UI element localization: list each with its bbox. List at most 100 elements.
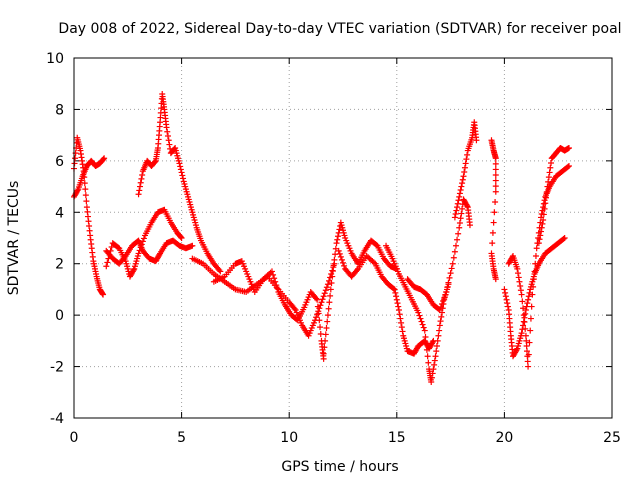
- data-point: [322, 287, 329, 294]
- y-tick-label: 4: [55, 205, 64, 221]
- data-point: [274, 285, 281, 292]
- data-point: [329, 268, 336, 274]
- data-point: [452, 211, 459, 217]
- data-point: [454, 236, 461, 243]
- data-point: [438, 301, 445, 307]
- data-point: [166, 141, 173, 148]
- chart-title: Day 008 of 2022, Sidereal Day-to-day VTE…: [58, 21, 621, 37]
- data-point: [560, 235, 567, 242]
- data-point: [523, 343, 530, 349]
- y-tick-label: -4: [50, 411, 64, 427]
- data-point: [492, 172, 499, 178]
- data-point: [453, 207, 460, 214]
- data-point: [317, 331, 324, 337]
- data-point: [428, 374, 435, 381]
- data-point: [103, 263, 110, 270]
- data-point: [464, 151, 471, 158]
- data-point: [436, 327, 443, 334]
- x-tick-label: 0: [70, 430, 79, 446]
- data-point: [492, 188, 499, 195]
- data-point: [434, 337, 441, 344]
- data-point: [532, 260, 539, 267]
- data-point: [538, 224, 545, 231]
- data-point: [501, 286, 508, 293]
- data-point: [334, 233, 341, 240]
- data-point: [270, 271, 277, 278]
- data-point: [524, 358, 531, 365]
- data-point: [137, 244, 144, 251]
- data-point: [136, 187, 143, 194]
- data-point: [502, 289, 509, 296]
- data-point: [425, 359, 432, 366]
- data-point: [541, 205, 548, 212]
- data-point: [523, 337, 530, 344]
- data-point: [525, 296, 532, 303]
- data-point: [531, 268, 538, 275]
- data-point: [83, 198, 90, 205]
- data-point: [393, 293, 400, 300]
- data-point: [82, 186, 89, 193]
- data-point: [105, 255, 112, 262]
- data-point: [268, 268, 275, 275]
- data-point: [535, 240, 542, 247]
- data-point: [334, 236, 341, 243]
- data-point: [314, 303, 321, 310]
- data-point: [456, 224, 463, 231]
- data-point: [525, 351, 532, 358]
- data-point: [526, 339, 533, 346]
- data-points: [71, 91, 572, 385]
- data-point: [417, 315, 424, 322]
- data-point: [337, 253, 344, 260]
- data-point: [177, 163, 184, 170]
- data-point: [331, 256, 338, 263]
- series-track-k: [404, 196, 473, 313]
- data-point: [326, 299, 333, 306]
- data-point: [515, 270, 522, 277]
- data-point: [491, 209, 498, 216]
- data-point: [520, 305, 527, 312]
- data-point: [335, 229, 342, 236]
- data-point: [443, 289, 450, 295]
- y-tick-label: -2: [50, 360, 64, 376]
- data-point: [459, 205, 466, 212]
- data-point: [74, 187, 81, 194]
- data-point: [164, 133, 171, 139]
- data-point: [324, 281, 331, 288]
- data-point: [431, 357, 438, 364]
- data-point: [341, 262, 348, 269]
- data-point: [416, 312, 423, 319]
- data-point: [418, 318, 425, 325]
- data-point: [461, 169, 468, 175]
- data-point: [314, 296, 321, 303]
- data-point: [437, 318, 444, 325]
- data-point: [433, 348, 440, 355]
- data-point: [321, 290, 328, 297]
- data-point: [436, 307, 443, 313]
- data-point: [450, 254, 457, 261]
- x-tick-label: 20: [495, 430, 513, 446]
- data-point: [428, 379, 435, 385]
- data-point: [327, 292, 334, 299]
- y-tick-label: 2: [55, 257, 64, 273]
- data-point: [452, 242, 459, 249]
- data-point: [492, 160, 499, 167]
- y-tick-label: 6: [55, 154, 64, 170]
- data-point: [373, 241, 380, 248]
- data-point: [458, 210, 465, 217]
- data-point: [139, 238, 146, 245]
- data-point: [392, 289, 399, 296]
- data-point: [324, 318, 331, 325]
- data-point: [101, 155, 108, 162]
- data-point: [462, 160, 469, 167]
- data-point: [540, 211, 547, 218]
- data-point: [442, 292, 449, 298]
- x-axis-label: GPS time / hours: [281, 459, 398, 475]
- data-point: [398, 319, 405, 326]
- data-point: [100, 156, 107, 163]
- data-point: [456, 190, 463, 197]
- data-point: [163, 124, 170, 131]
- data-point: [353, 267, 360, 274]
- data-point: [317, 324, 324, 331]
- data-point: [456, 220, 463, 226]
